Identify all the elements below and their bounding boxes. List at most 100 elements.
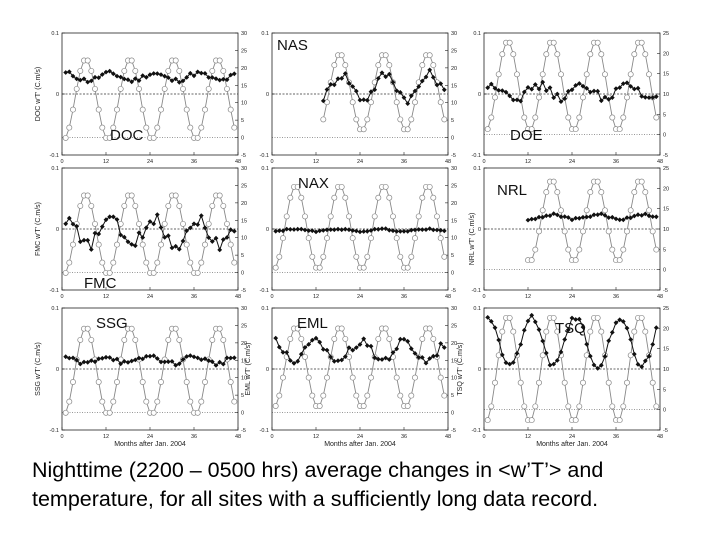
right-tick-label: 25 xyxy=(241,48,247,54)
temperature-point xyxy=(92,220,98,227)
temperature-point xyxy=(198,259,205,266)
temperature-point xyxy=(194,134,201,141)
flux-point xyxy=(195,355,201,361)
flux-point xyxy=(569,315,575,321)
temperature-point xyxy=(172,57,179,64)
right-tick-label: 10 xyxy=(241,376,247,382)
left-tick-label: -0.1 xyxy=(50,153,59,159)
left-tick-label: 0 xyxy=(478,367,481,373)
left-tick-label: 0.1 xyxy=(473,31,481,37)
flux-point xyxy=(488,81,494,87)
x-tick-label: 12 xyxy=(525,159,531,165)
x-tick-label: 24 xyxy=(147,159,153,165)
flux-point xyxy=(191,354,197,360)
flux-point xyxy=(331,82,337,88)
temperature-point xyxy=(338,52,345,59)
temperature-point xyxy=(587,328,594,335)
x-tick-label: 36 xyxy=(401,294,407,300)
temperature-point xyxy=(426,183,433,190)
flux-point xyxy=(383,226,389,232)
flux-point xyxy=(427,226,433,232)
right-tick-label: -5 xyxy=(241,288,246,294)
flux-point xyxy=(372,226,378,232)
temperature-point xyxy=(70,379,76,385)
flux-point xyxy=(320,98,326,104)
temperature-point xyxy=(554,189,561,196)
left-tick-label: 0 xyxy=(266,227,269,233)
temperature-point xyxy=(121,67,128,74)
temperature-point xyxy=(324,374,330,381)
temperature-point xyxy=(580,94,586,101)
flux-point xyxy=(584,341,590,347)
left-tick-label: 0.1 xyxy=(473,306,481,312)
temperature-point xyxy=(583,352,590,359)
flux-point xyxy=(103,69,109,75)
flux-point xyxy=(273,228,279,234)
temperature-point xyxy=(371,213,378,220)
temperature-point xyxy=(638,39,645,46)
temperature-point xyxy=(616,126,623,133)
temperature-point xyxy=(176,336,183,343)
right-tick-label: 10 xyxy=(451,101,457,107)
temperature-point xyxy=(331,62,338,69)
flux-point xyxy=(639,93,645,99)
right-tick-label: 25 xyxy=(663,166,669,172)
right-tick-label: -5 xyxy=(451,288,456,294)
temperature-point xyxy=(161,220,168,227)
right-tick-label: 25 xyxy=(663,306,669,312)
flux-point xyxy=(521,327,527,333)
flux-point xyxy=(342,71,348,76)
temperature-point xyxy=(397,392,404,399)
temperature-point xyxy=(558,207,564,214)
temperature-point xyxy=(320,253,327,260)
flux-point xyxy=(202,225,208,231)
x-tick-label: 12 xyxy=(525,294,531,300)
temperature-point xyxy=(280,374,286,381)
right-tick-label: -5 xyxy=(663,153,668,159)
flux-point xyxy=(88,247,94,252)
x-tick-label: 36 xyxy=(191,294,197,300)
flux-point xyxy=(198,213,204,219)
temperature-point xyxy=(88,202,95,209)
temperature-point xyxy=(360,126,367,133)
temperature-point xyxy=(576,114,583,121)
right-tick-label: 15 xyxy=(241,83,247,89)
temperature-point xyxy=(342,335,349,342)
flux-point xyxy=(280,228,286,234)
flux-point xyxy=(103,217,109,223)
left-tick-label: 0.1 xyxy=(261,166,269,172)
temperature-point xyxy=(154,259,161,266)
x-tick-label: 12 xyxy=(525,434,531,440)
temperature-point xyxy=(128,325,135,332)
right-tick-label: 10 xyxy=(451,236,457,242)
right-tick-label: 25 xyxy=(451,48,457,54)
temperature-point xyxy=(143,259,150,266)
flux-point xyxy=(613,320,619,326)
x-tick-label: 36 xyxy=(613,294,619,300)
temperature-point xyxy=(132,336,139,343)
temperature-point xyxy=(220,67,227,74)
flux-point xyxy=(99,224,105,230)
flux-point xyxy=(302,227,308,233)
flux-point xyxy=(372,355,378,361)
temperature-point xyxy=(106,134,113,141)
temperature-point xyxy=(136,220,142,227)
x-tick-label: 48 xyxy=(657,159,663,165)
x-tick-label: 0 xyxy=(482,159,485,165)
temperature-point xyxy=(165,67,172,74)
right-tick-label: 20 xyxy=(663,326,669,332)
temperature-point xyxy=(353,253,360,260)
temperature-point xyxy=(161,85,168,92)
flux-point xyxy=(405,338,411,344)
temperature-point xyxy=(172,325,179,332)
x-tick-label: 12 xyxy=(313,434,319,440)
temperature-point xyxy=(158,106,164,113)
temperature-point xyxy=(132,67,139,74)
temperature-point xyxy=(276,253,283,260)
temperature-point xyxy=(580,228,586,235)
temperature-point xyxy=(95,241,102,248)
right-tick-label: 20 xyxy=(241,341,247,347)
left-tick-label: 0 xyxy=(478,227,481,233)
flux-point xyxy=(66,355,72,361)
flux-point xyxy=(503,360,509,366)
